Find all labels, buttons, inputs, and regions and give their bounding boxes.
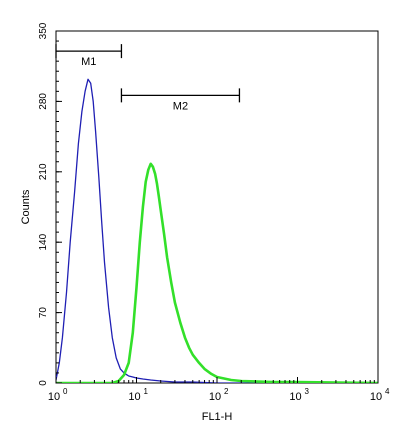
x-tick-exponent: 2: [224, 387, 229, 396]
x-tick-exponent: 3: [305, 387, 310, 396]
x-tick-exponent: 4: [385, 387, 390, 396]
series-1-line: [56, 78, 378, 383]
gate-m2: M2: [120, 88, 241, 112]
y-tick-label: 280: [38, 93, 49, 110]
series-layer: [56, 78, 378, 383]
gate-label: M2: [173, 100, 188, 112]
series-2-line: [56, 162, 378, 383]
x-axis-label: FL1-H: [202, 411, 233, 423]
x-tick-exponent: 1: [144, 387, 149, 396]
y-axis: 0 70 140 210 280 350: [38, 22, 62, 386]
x-tick-label: 10: [209, 391, 221, 403]
x-tick-label: 10: [48, 391, 60, 403]
x-tick-label: 10: [128, 391, 140, 403]
y-axis-label: Counts: [20, 189, 32, 224]
y-tick-label: 210: [38, 163, 49, 180]
gate-label: M1: [81, 56, 96, 68]
y-tick-label: 350: [38, 22, 49, 39]
gate-m1: M1: [55, 44, 123, 68]
x-axis: 10 0 10 1 10 2 10 3 10 4: [48, 377, 390, 403]
x-tick-label: 10: [370, 391, 382, 403]
plot-frame: [55, 30, 379, 384]
y-tick-label: 70: [38, 307, 49, 319]
gate-markers: M1 M2: [55, 44, 241, 112]
y-tick-label: 140: [38, 233, 49, 250]
y-tick-label: 0: [38, 380, 49, 386]
x-tick-exponent: 0: [63, 387, 68, 396]
x-tick-label: 10: [289, 391, 301, 403]
